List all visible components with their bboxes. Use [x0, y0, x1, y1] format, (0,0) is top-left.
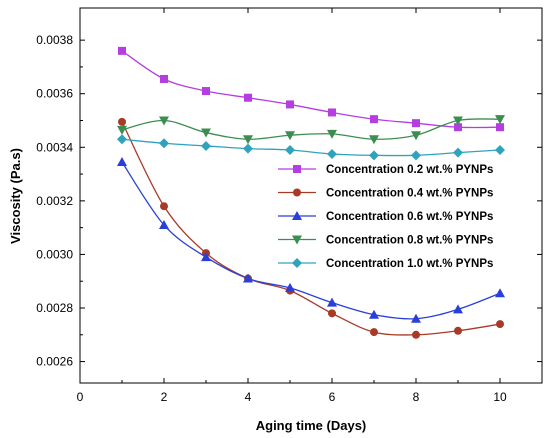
data-point: [412, 119, 420, 128]
data-point: [159, 219, 169, 229]
legend-label: Concentration 0.8 wt.% PYNPs: [326, 235, 493, 247]
y-tick-label: 0.0038: [36, 33, 73, 47]
y-tick-label: 0.0028: [36, 301, 73, 315]
data-point: [160, 74, 168, 83]
data-point: [117, 134, 127, 145]
data-point: [118, 117, 126, 126]
y-tick-label: 0.0036: [36, 87, 73, 101]
data-point: [117, 125, 127, 135]
data-point: [369, 135, 379, 145]
x-tick-label: 0: [77, 390, 84, 404]
legend-item: Concentration 0.6 wt.% PYNPs: [278, 211, 493, 223]
data-point: [117, 157, 127, 167]
data-point: [411, 131, 421, 141]
data-point: [243, 273, 253, 283]
y-tick-label: 0.0030: [36, 247, 73, 261]
y-tick-label: 0.0032: [36, 194, 73, 208]
data-point: [453, 304, 463, 314]
x-tick-label: 4: [245, 390, 252, 404]
data-point: [201, 140, 211, 151]
data-point: [454, 123, 462, 132]
legend-swatch-marker: [292, 235, 302, 245]
legend-swatch-marker: [292, 258, 302, 268]
data-point: [369, 150, 379, 161]
data-point: [454, 326, 462, 335]
data-point: [243, 143, 253, 154]
data-point: [327, 297, 337, 307]
data-point: [328, 108, 336, 117]
legend-label: Concentration 1.0 wt.% PYNPs: [326, 258, 493, 270]
data-point: [201, 128, 211, 138]
legend-label: Concentration 0.2 wt.% PYNPs: [326, 164, 493, 176]
data-point: [496, 123, 504, 132]
plot-frame: [79, 7, 543, 384]
series-5: [117, 134, 505, 161]
data-point: [285, 282, 295, 292]
axis-tick-labels: 0 2 4 6 8 10 0.0026 0.0028 0.0030 0.0032 0.0034 0.0…: [36, 33, 507, 404]
data-point: [412, 330, 420, 339]
legend-swatch-marker: [293, 188, 301, 197]
data-point: [244, 93, 252, 102]
y-tick-label: 0.0034: [36, 140, 73, 154]
data-point: [159, 138, 169, 149]
y-tick-label: 0.0026: [36, 355, 73, 369]
series-line: [121, 138, 501, 157]
series-line: [121, 121, 501, 336]
data-point: [496, 320, 504, 329]
data-point: [495, 288, 505, 298]
data-point: [160, 202, 168, 211]
data-point: [328, 309, 336, 318]
x-tick-label: 2: [161, 390, 168, 404]
x-tick-label: 6: [329, 390, 336, 404]
legend-label: Concentration 0.4 wt.% PYNPs: [326, 188, 493, 200]
data-point: [369, 309, 379, 319]
data-point: [495, 115, 505, 125]
data-point: [285, 131, 295, 141]
legend-label: Concentration 0.6 wt.% PYNPs: [326, 211, 493, 223]
x-axis-title: Aging time (Days): [256, 418, 367, 433]
legend-item: Concentration 0.8 wt.% PYNPs: [278, 235, 493, 247]
legend-item: Concentration 1.0 wt.% PYNPs: [278, 258, 493, 270]
data-point: [159, 116, 169, 126]
legend-item: Concentration 0.2 wt.% PYNPs: [278, 164, 493, 176]
series-1: [118, 46, 504, 132]
data-point: [327, 129, 337, 139]
data-point: [202, 87, 210, 96]
data-point: [286, 100, 294, 109]
legend-item: Concentration 0.4 wt.% PYNPs: [278, 188, 493, 200]
data-point: [453, 147, 463, 158]
series-2: [118, 117, 504, 339]
series-3: [117, 157, 505, 323]
data-point: [453, 116, 463, 126]
y-axis-title: Viscosity (Pa.s): [8, 148, 23, 244]
legend-swatch-marker: [292, 211, 302, 220]
data-point: [411, 150, 421, 161]
data-point: [370, 328, 378, 337]
x-tick-label: 10: [493, 390, 507, 404]
data-point: [118, 46, 126, 55]
x-tick-label: 8: [413, 390, 420, 404]
legend-swatch-marker: [293, 165, 301, 173]
series-line: [121, 50, 501, 129]
legend: Concentration 0.2 wt.% PYNPs Concentratio…: [278, 164, 493, 270]
series-line: [121, 161, 501, 320]
data-point: [495, 144, 505, 155]
series-layer: [117, 46, 505, 339]
data-point: [327, 148, 337, 159]
series-4: [117, 115, 505, 145]
data-point: [243, 135, 253, 145]
data-point: [411, 313, 421, 323]
series-line: [121, 118, 501, 140]
axis-ticks: [79, 8, 542, 383]
data-point: [201, 252, 211, 262]
data-point: [285, 144, 295, 155]
data-point: [370, 115, 378, 124]
